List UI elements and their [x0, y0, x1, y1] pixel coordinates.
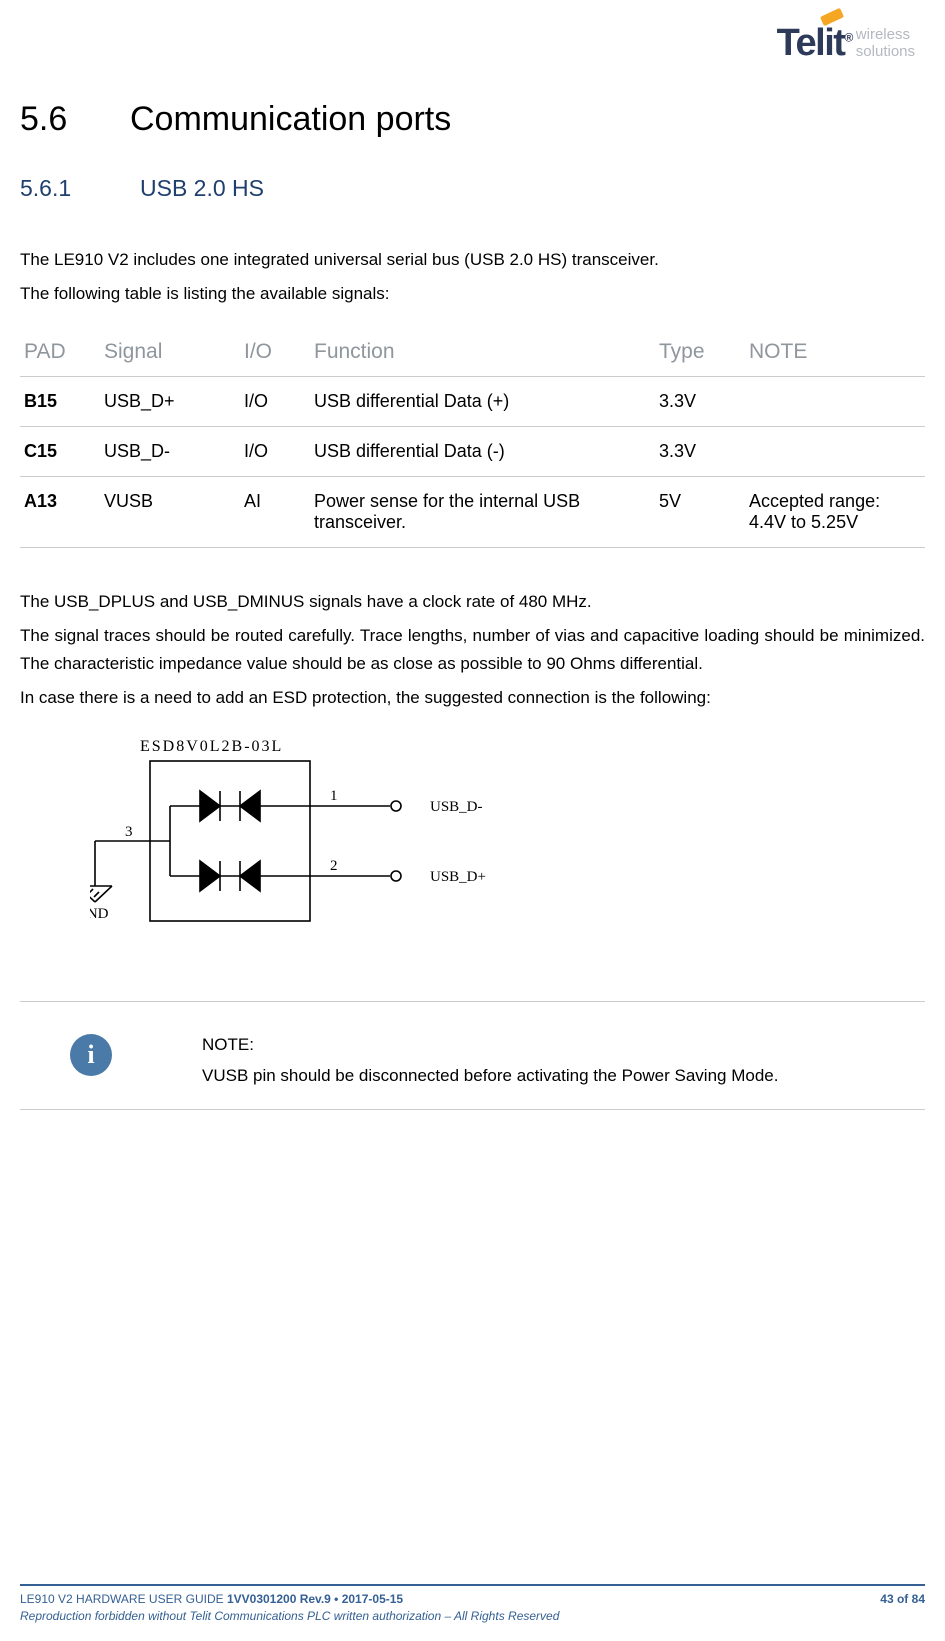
tagline-line1: wireless — [856, 27, 915, 44]
cell-note — [745, 377, 925, 427]
tagline-line2: solutions — [856, 44, 915, 61]
registered-mark: ® — [844, 30, 851, 44]
diagram-net-usb-dminus: USB_D- — [430, 799, 483, 815]
logo-text: Telit — [777, 22, 845, 64]
separator — [20, 1001, 925, 1002]
page-footer: LE910 V2 HARDWARE USER GUIDE 1VV0301200 … — [20, 1584, 925, 1623]
diagram-pin1: 1 — [330, 788, 338, 804]
esd-svg: .l { stroke:#000; stroke-width:1.6; fill… — [90, 736, 530, 956]
table-row: C15 USB_D- I/O USB differential Data (-)… — [20, 427, 925, 477]
cell-signal: VUSB — [100, 477, 240, 548]
table-row: B15 USB_D+ I/O USB differential Data (+)… — [20, 377, 925, 427]
intro-paragraph-1: The LE910 V2 includes one integrated uni… — [20, 246, 925, 274]
cell-io: I/O — [240, 377, 310, 427]
footer-doc-title: LE910 V2 HARDWARE USER GUIDE — [20, 1592, 224, 1606]
brand-logo: Telit® wireless solutions — [777, 22, 915, 65]
paragraph-clock-rate: The USB_DPLUS and USB_DMINUS signals hav… — [20, 588, 925, 616]
cell-pad: C15 — [20, 427, 100, 477]
diagram-gnd: GND — [90, 906, 109, 922]
diagram-net-usb-dplus: USB_D+ — [430, 869, 486, 885]
cell-pad: B15 — [20, 377, 100, 427]
note-body: VUSB pin should be disconnected before a… — [202, 1061, 778, 1092]
paragraph-routing: The signal traces should be routed caref… — [20, 622, 925, 678]
table-header-row: PAD Signal I/O Function Type NOTE — [20, 330, 925, 377]
brand-tagline: wireless solutions — [856, 27, 915, 60]
diagram-part-label: ESD8V0L2B-03L — [140, 738, 283, 755]
footer-page-number: 43 of 84 — [880, 1592, 925, 1606]
footer-legal: Reproduction forbidden without Telit Com… — [20, 1609, 925, 1623]
cell-func: USB differential Data (-) — [310, 427, 655, 477]
page-content: 5.6Communication ports 5.6.1USB 2.0 HS T… — [20, 100, 925, 1110]
table-row: A13 VUSB AI Power sense for the internal… — [20, 477, 925, 548]
section-number: 5.6 — [20, 100, 130, 139]
cell-func: USB differential Data (+) — [310, 377, 655, 427]
diagram-pin2: 2 — [330, 858, 338, 874]
cell-func: Power sense for the internal USB transce… — [310, 477, 655, 548]
col-type: Type — [655, 330, 745, 377]
note-block: i NOTE: VUSB pin should be disconnected … — [20, 1026, 925, 1110]
esd-diagram: .l { stroke:#000; stroke-width:1.6; fill… — [90, 736, 925, 961]
intro-paragraph-2: The following table is listing the avail… — [20, 280, 925, 308]
cell-note: Accepted range: 4.4V to 5.25V — [745, 477, 925, 548]
col-func: Function — [310, 330, 655, 377]
col-signal: Signal — [100, 330, 240, 377]
paragraph-esd: In case there is a need to add an ESD pr… — [20, 684, 925, 712]
info-icon: i — [70, 1034, 112, 1076]
cell-io: AI — [240, 477, 310, 548]
section-heading: 5.6Communication ports — [20, 100, 925, 139]
signals-table: PAD Signal I/O Function Type NOTE B15 US… — [20, 330, 925, 548]
cell-type: 3.3V — [655, 377, 745, 427]
col-pad: PAD — [20, 330, 100, 377]
cell-pad: A13 — [20, 477, 100, 548]
cell-signal: USB_D+ — [100, 377, 240, 427]
footer-doc-rev: 1VV0301200 Rev.9 • 2017-05-15 — [227, 1592, 403, 1606]
footer-doc-info: LE910 V2 HARDWARE USER GUIDE 1VV0301200 … — [20, 1592, 403, 1606]
col-note: NOTE — [745, 330, 925, 377]
cell-io: I/O — [240, 427, 310, 477]
col-io: I/O — [240, 330, 310, 377]
cell-signal: USB_D- — [100, 427, 240, 477]
subsection-number: 5.6.1 — [20, 175, 140, 202]
section-title: Communication ports — [130, 100, 451, 138]
brand-name: Telit® — [777, 22, 852, 65]
subsection-heading: 5.6.1USB 2.0 HS — [20, 175, 925, 202]
note-label: NOTE: — [202, 1030, 778, 1061]
diagram-pin3: 3 — [125, 824, 133, 840]
subsection-title: USB 2.0 HS — [140, 175, 264, 201]
cell-type: 5V — [655, 477, 745, 548]
note-text: NOTE: VUSB pin should be disconnected be… — [202, 1030, 778, 1091]
cell-note — [745, 427, 925, 477]
cell-type: 3.3V — [655, 427, 745, 477]
